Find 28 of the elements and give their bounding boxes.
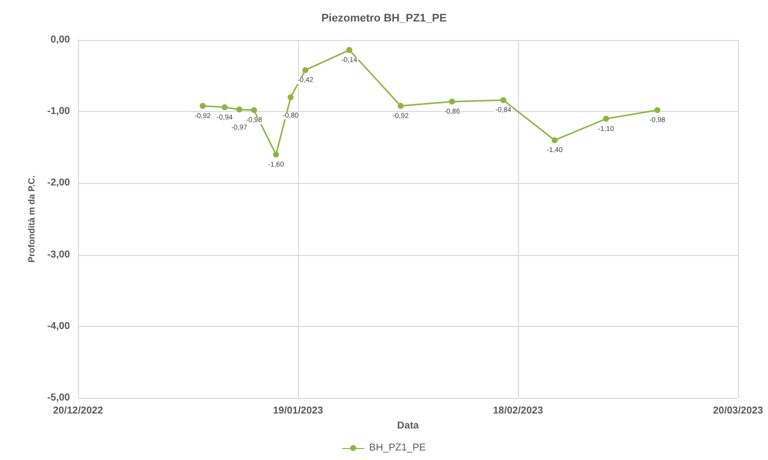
y-axis-title: Profondità m da P.C. [26,175,36,263]
y-tick-label: -2,00 [47,178,70,189]
point [398,102,404,109]
point [251,107,257,114]
point [654,107,660,114]
x-tick-label: 19/01/2023 [272,406,324,416]
x-axis-title: Data [397,420,420,432]
y-tick-label: -4,00 [47,320,70,332]
point [603,116,609,122]
point [500,97,506,104]
y-tick-label: -3,00 [47,249,70,260]
point [273,152,279,158]
y-tick-label: -1,00 [47,106,70,118]
x-tick-label: 20/12/2022 [52,406,104,416]
point [552,137,558,144]
point [200,102,206,109]
y-tick-label: 0,00 [50,34,70,46]
point [222,104,228,110]
legend-label: BH_PZ1_PE [369,442,426,454]
point [346,47,352,54]
y-tick-label: -5,00 [47,392,70,404]
point [302,67,308,74]
x-tick-label: 18/02/2023 [492,406,544,416]
x-tick-label: 20/03/2023 [712,406,764,416]
point [288,94,294,100]
point [236,106,242,112]
chart-title: Piezometro BH_PZ1_PE [321,12,447,24]
point [449,98,455,105]
